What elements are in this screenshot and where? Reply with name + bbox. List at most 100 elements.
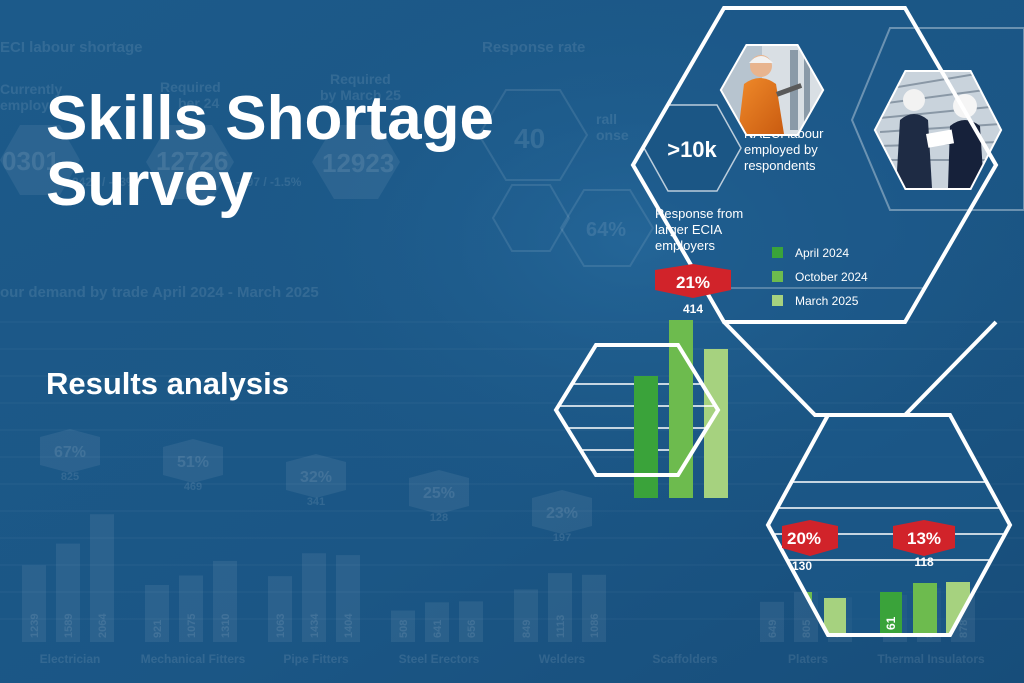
bg-col-label: Currently — [0, 81, 62, 97]
bg-summary-value: 0301 — [2, 146, 60, 176]
bg-summary-hex — [0, 125, 80, 195]
bg-trade-bar — [90, 514, 114, 642]
bg-trade-badge — [163, 439, 223, 483]
stat-value: >10k — [667, 137, 717, 162]
bg-trade-bar-label: 1589 — [63, 614, 75, 638]
bg-summary-hex — [559, 189, 655, 267]
insulators-bar-october — [913, 583, 937, 635]
response-label: employers — [655, 238, 715, 253]
badge-percent: 21% — [676, 273, 710, 292]
bg-trade-pct: 23% — [546, 505, 578, 522]
legend-swatch — [772, 295, 783, 306]
large-hexagon-lower — [724, 322, 995, 415]
legend-swatch — [772, 271, 783, 282]
right-hexagon-outline — [850, 27, 1024, 211]
bg-trade-pct: 67% — [54, 444, 86, 461]
bg-trade-bar-label: 1434 — [309, 613, 321, 638]
bg-trade-bar — [514, 589, 538, 642]
bg-trade-bar-label: 878 — [958, 620, 970, 638]
bg-trade-bar-label: 1063 — [275, 614, 287, 638]
mid-hexagon-outline — [553, 343, 721, 477]
bg-trade-name: Scaffolders — [652, 652, 718, 666]
bg-trade-bar — [179, 575, 203, 642]
worker-photo-icon — [722, 46, 822, 134]
bg-summary-value: 12726 — [156, 146, 228, 176]
title-line: Skills Shortage — [46, 84, 494, 153]
bg-trade-pct: 51% — [177, 454, 209, 471]
bg-summary-value: 12923 — [322, 148, 394, 178]
insulators-bar-april — [880, 592, 902, 635]
large-hexagon-lower-outline — [730, 322, 905, 415]
bg-trade-bar-label: 1239 — [29, 614, 41, 638]
stat-label: employed by — [744, 142, 818, 157]
bg-trade-bar-label: 921 — [152, 620, 164, 638]
response-label: Response from — [655, 206, 743, 221]
large-hexagon-bottom — [722, 320, 998, 417]
bg-summary-hex — [491, 184, 571, 252]
legend: April 2024 October 2024 March 2025 — [772, 246, 868, 308]
bg-trade-pct: 25% — [423, 485, 455, 502]
bg-trade-badge — [286, 454, 346, 498]
title-line: Survey — [46, 150, 253, 219]
bg-heading-demand: our demand by trade April 2024 - March 2… — [0, 284, 319, 301]
bg-trade-bar-label: 1075 — [186, 614, 198, 638]
bg-trade-bar-label: 1310 — [220, 614, 232, 638]
bg-trade-bar-label: 641 — [432, 620, 444, 638]
bg-heading-shortage: ECI labour shortage — [0, 39, 143, 56]
scaffolders-badge: 21% 414 — [655, 264, 731, 316]
badge-count: 414 — [683, 302, 703, 316]
legend-swatch — [772, 247, 783, 258]
bg-trade-bar — [760, 601, 784, 642]
bg-summary-hex — [312, 125, 400, 199]
bg-col-label: ber 24 — [178, 95, 219, 111]
legend-label: March 2025 — [795, 294, 859, 308]
platers-badge: 20% 130 — [782, 520, 838, 573]
bg-trade-badge — [409, 470, 469, 514]
bg-trade-bar — [582, 574, 606, 642]
bg-trade-name: Platers — [788, 652, 828, 666]
bg-summary-value: 64% — [586, 219, 626, 241]
bg-trade-bar-label: 805 — [801, 620, 813, 638]
bg-trade-bar-label: 849 — [521, 620, 533, 638]
bg-trade-bar — [459, 601, 483, 642]
badge-percent: 20% — [787, 529, 821, 548]
bg-trade-bar — [22, 565, 46, 642]
bg-trade-bar-label: 1086 — [589, 614, 601, 638]
bg-trade-bar-label: 2064 — [97, 613, 109, 638]
bg-trade-count: 341 — [307, 496, 325, 508]
bg-col-label: Required — [330, 71, 391, 87]
bg-trade-bar — [425, 602, 449, 642]
bg-summary-hex — [146, 125, 234, 199]
bg-col-label: Required — [160, 79, 221, 95]
bottom-right-hexagon-outline — [765, 413, 1013, 637]
bg-trade-count: 197 — [553, 532, 571, 544]
bg-trade-bar — [302, 553, 326, 642]
bg-trade-name: Steel Erectors — [399, 652, 480, 666]
bg-heading-response: Response rate — [482, 39, 585, 56]
bg-trade-count: 469 — [184, 481, 202, 493]
legend-label: October 2024 — [795, 270, 868, 284]
bg-trade-badge — [532, 490, 592, 534]
bg-trade-bar-label: 1404 — [343, 613, 355, 638]
bg-trade-badge — [40, 429, 100, 473]
bg-trade-name: Welders — [539, 652, 586, 666]
bg-col-label: rall — [596, 111, 617, 127]
bg-trade-bar-label: 656 — [466, 620, 478, 638]
bg-trade-bar-label: 649 — [767, 620, 779, 638]
bg-summary-change: -2425 / -23% — [68, 175, 137, 189]
engineers-photo-icon — [876, 72, 1000, 188]
slide-title: Skills Shortage Survey — [46, 86, 494, 218]
bg-trade-count: 128 — [430, 512, 448, 524]
bg-summary-change: -197 / -1.5% — [236, 175, 302, 189]
bg-trade-bar — [548, 573, 572, 642]
bg-summary-hex — [477, 89, 589, 181]
stat-label: respondents — [744, 158, 816, 173]
bg-trade-name: Electrician — [40, 652, 101, 666]
slide-subtitle: Results analysis — [46, 366, 289, 401]
bg-trade-bar — [391, 610, 415, 642]
bg-summary-value: 40 — [514, 123, 545, 154]
bg-trade-bar-label: 1113 — [555, 615, 567, 638]
platers-bar-march — [824, 598, 846, 635]
